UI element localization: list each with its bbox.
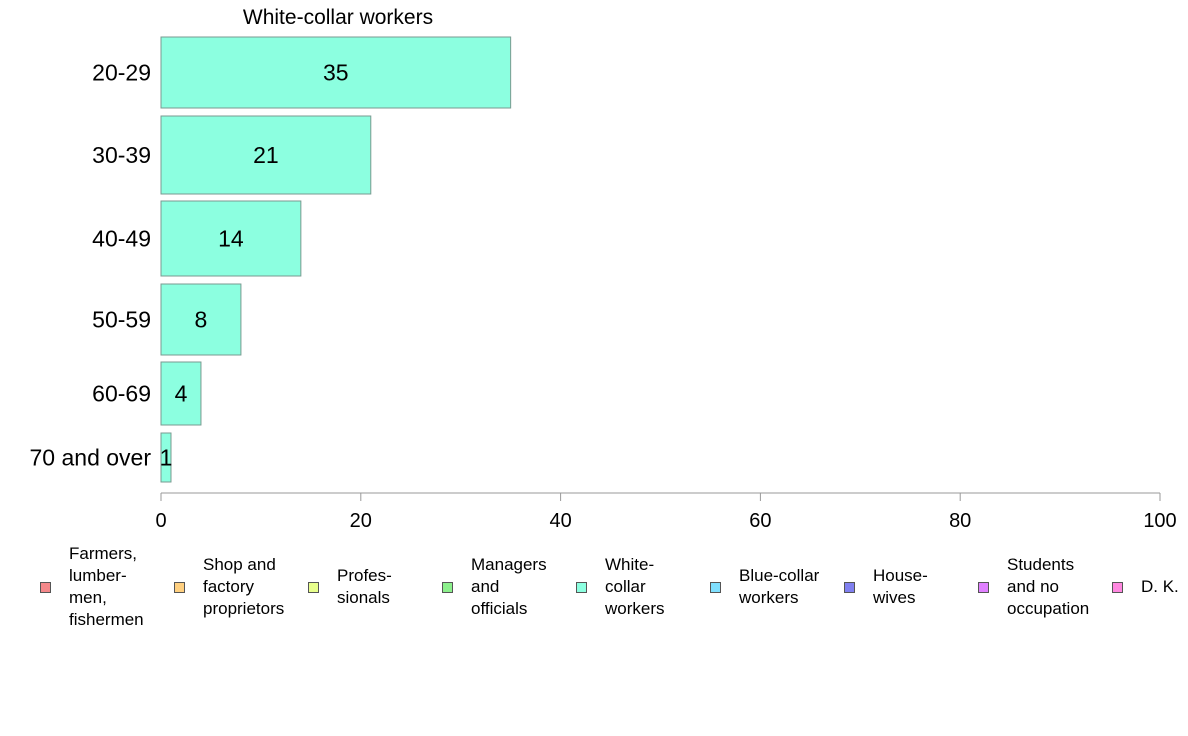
bar: [160, 361, 202, 426]
bar-value-label: 21: [253, 142, 279, 168]
legend-label: Farmers, lumber- men, fishermen: [69, 544, 144, 629]
legend-swatch: [442, 581, 453, 593]
x-tick-label: 60: [749, 510, 771, 532]
legend-label: House- wives: [873, 566, 928, 607]
bar: [160, 115, 372, 195]
legend: Farmers, lumber- men, fishermen Shop and …: [0, 544, 1188, 642]
bar: [160, 283, 242, 356]
bar-value-label: 4: [175, 381, 188, 407]
category-label: 40-49: [92, 226, 151, 252]
x-axis: 0 20 40 60 80 100: [155, 492, 1177, 532]
bar-value-label: 1: [160, 445, 173, 471]
legend-item: Farmers, lumber- men, fishermen: [40, 544, 144, 629]
legend-label: Managers and officials: [471, 555, 547, 618]
legend-swatch: [710, 581, 721, 593]
bar: [160, 36, 512, 109]
x-tick-label: 40: [549, 510, 571, 532]
bar-value-label: 14: [218, 226, 244, 252]
bar: [160, 200, 302, 277]
chart: White-collar workers 3520-292130-391440-…: [30, 6, 1177, 532]
legend-item: Shop and factory proprietors: [174, 552, 284, 622]
chart-title: White-collar workers: [243, 6, 433, 29]
legend-swatch: [40, 581, 51, 593]
legend-item: White- collar workers: [576, 552, 665, 622]
legend-swatch: [978, 581, 989, 593]
legend-item: Blue-collar workers: [710, 552, 819, 622]
legend-label: D. K.: [1141, 577, 1179, 596]
legend-label: Profes- sionals: [337, 566, 392, 607]
legend-item: Profes- sionals: [308, 552, 392, 622]
category-label: 60-69: [92, 381, 151, 407]
bar: [160, 432, 172, 483]
bars-group: 35 20-29 21 30-39 14 40-49 8 50-59 4 60-69 1 70 and…: [30, 36, 512, 483]
legend-label: Students and no occupation: [1007, 555, 1090, 618]
legend-swatch: [308, 581, 319, 593]
x-tick-label: 20: [350, 510, 372, 532]
legend-swatch: [174, 581, 185, 593]
legend-item: D. K.: [1112, 552, 1179, 622]
category-label: 50-59: [92, 307, 151, 333]
bar-value-label: 35: [323, 60, 349, 86]
category-label: 30-39: [92, 142, 151, 168]
legend-item: Students and no occupation: [978, 552, 1089, 622]
x-tick-label: 100: [1143, 510, 1176, 532]
legend-label: Blue-collar workers: [739, 566, 820, 607]
category-label: 70 and over: [30, 445, 152, 471]
legend-label: White- collar workers: [605, 555, 665, 618]
legend-label: Shop and factory proprietors: [203, 555, 285, 618]
legend-swatch: [1112, 581, 1123, 593]
bar-value-label: 8: [195, 307, 208, 333]
category-label: 20-29: [92, 60, 151, 86]
legend-swatch: [576, 581, 587, 593]
x-tick-label: 0: [155, 510, 166, 532]
legend-item: Managers and officials: [442, 552, 547, 622]
x-tick-label: 80: [949, 510, 971, 532]
legend-item: House- wives: [844, 552, 928, 622]
legend-swatch: [844, 581, 855, 593]
